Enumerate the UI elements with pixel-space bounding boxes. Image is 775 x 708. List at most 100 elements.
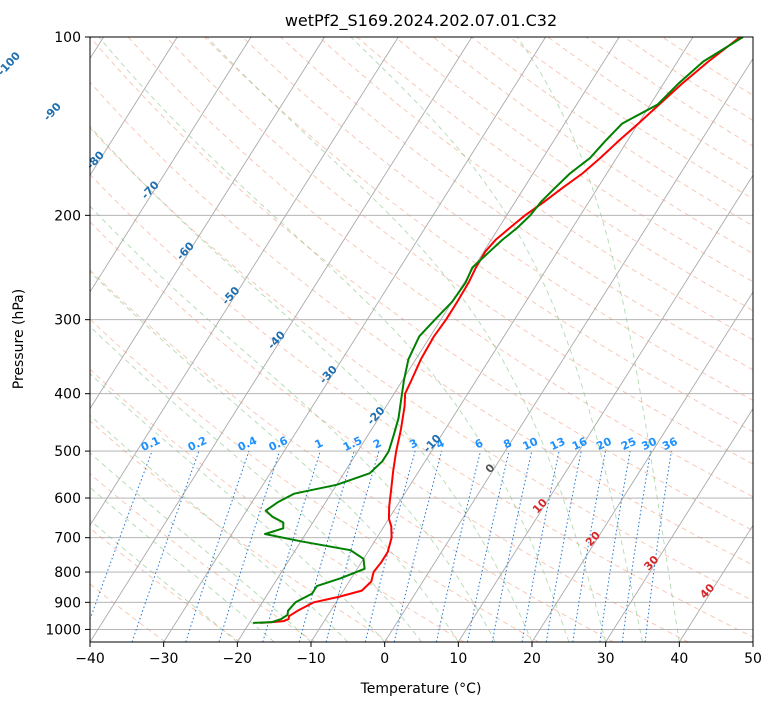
x-tick-label: 50 bbox=[744, 651, 762, 667]
dry-adiabat bbox=[433, 37, 753, 255]
mixing-ratio-label: 2 bbox=[371, 436, 383, 451]
y-tick-label: 800 bbox=[54, 565, 81, 581]
isotherm-label: 0 bbox=[483, 461, 498, 476]
mixing-ratio-line bbox=[521, 450, 560, 642]
isotherm bbox=[678, 524, 753, 642]
isotherm bbox=[384, 57, 753, 642]
mixing-ratio-label: 8 bbox=[501, 436, 513, 451]
dry-adiabat bbox=[585, 37, 753, 147]
y-tick-label: 500 bbox=[54, 444, 81, 460]
isotherm-label: 10 bbox=[530, 496, 550, 516]
x-axis-label: Temperature (°C) bbox=[360, 681, 482, 697]
x-tick-label: 0 bbox=[380, 651, 389, 667]
isotherm bbox=[310, 37, 694, 642]
y-axis-label: Pressure (hPa) bbox=[11, 289, 27, 389]
dry-adiabat bbox=[90, 368, 465, 642]
isotherm bbox=[90, 37, 252, 293]
moist-adiabat bbox=[350, 37, 643, 642]
dry-adiabat bbox=[661, 37, 753, 96]
dry-adiabat bbox=[90, 37, 753, 532]
dry-adiabat bbox=[90, 269, 614, 642]
x-tick-label: −30 bbox=[149, 651, 179, 667]
dry-adiabat bbox=[90, 527, 241, 642]
temperature-line bbox=[260, 37, 741, 624]
mixing-ratio-line bbox=[491, 450, 533, 642]
isotherm-label: -60 bbox=[174, 239, 197, 263]
x-tick-label: −20 bbox=[223, 651, 253, 667]
moist-adiabat bbox=[90, 486, 275, 642]
dry-adiabat bbox=[204, 37, 753, 433]
y-tick-label: 400 bbox=[54, 387, 81, 403]
mixing-ratio-line bbox=[298, 450, 355, 642]
isotherm bbox=[90, 37, 178, 177]
dry-adiabat bbox=[90, 473, 315, 642]
y-tick-label: 200 bbox=[54, 208, 81, 224]
mixing-ratio-line bbox=[621, 451, 652, 642]
x-tick-label: −40 bbox=[75, 651, 105, 667]
dry-adiabat bbox=[90, 420, 390, 642]
series-layer bbox=[253, 37, 744, 624]
moist-adiabat bbox=[90, 452, 312, 642]
dry-adiabat bbox=[90, 81, 753, 566]
moist-adiabat bbox=[90, 325, 422, 642]
moist-adiabat bbox=[90, 373, 386, 642]
chart-title: wetPf2_S169.2024.202.07.01.C32 bbox=[285, 11, 557, 31]
y-tick-label: 900 bbox=[54, 595, 81, 611]
moist-adiabat bbox=[90, 519, 238, 642]
y-tick-label: 1000 bbox=[45, 622, 81, 638]
mixing-ratio-line bbox=[644, 451, 672, 642]
dry-adiabat bbox=[90, 127, 753, 602]
dry-adiabat bbox=[242, 37, 753, 401]
isotherm bbox=[531, 291, 753, 642]
mixing-ratio-line bbox=[435, 450, 481, 642]
background-lines bbox=[90, 37, 753, 642]
dry-adiabat bbox=[394, 37, 753, 283]
moist-adiabat bbox=[90, 125, 533, 642]
isotherm-label: -40 bbox=[265, 328, 288, 352]
x-tick-label: 40 bbox=[670, 651, 688, 667]
dry-adiabat bbox=[90, 173, 753, 638]
isotherm bbox=[90, 37, 325, 410]
isotherm-label: -20 bbox=[365, 404, 388, 428]
moist-adiabat bbox=[516, 37, 680, 642]
mixing-ratio-line bbox=[364, 450, 416, 642]
mixing-ratio-label: 20 bbox=[594, 435, 614, 453]
isotherm-label: -90 bbox=[41, 100, 64, 124]
isotherm bbox=[457, 174, 753, 642]
dry-adiabat bbox=[547, 37, 753, 173]
y-tick-label: 700 bbox=[54, 531, 81, 547]
mixing-ratio-line bbox=[545, 451, 582, 642]
mixing-ratio-line bbox=[599, 451, 631, 642]
moist-adiabat bbox=[98, 37, 570, 642]
mixing-ratio-line bbox=[262, 450, 321, 642]
dry-adiabat bbox=[356, 37, 753, 311]
y-tick-label: 600 bbox=[54, 491, 81, 507]
mixing-ratio-line bbox=[218, 450, 281, 642]
mixing-ratio-label: 10 bbox=[521, 435, 541, 453]
x-tick-label: 10 bbox=[449, 651, 467, 667]
mixing-ratio-label: 30 bbox=[640, 435, 660, 453]
y-tick-label: 100 bbox=[54, 30, 81, 46]
mixing-ratio-label: 6 bbox=[473, 436, 486, 451]
moist-adiabat bbox=[206, 37, 607, 642]
isotherm bbox=[90, 37, 399, 527]
moist-adiabat bbox=[90, 205, 496, 642]
isotherm-label: -50 bbox=[219, 284, 242, 308]
dry-adiabat bbox=[165, 37, 753, 465]
dry-adiabat bbox=[90, 221, 689, 642]
x-tick-label: −10 bbox=[296, 651, 326, 667]
isotherm-label: -30 bbox=[317, 363, 340, 387]
y-axis: 100 200 300 400 500 600 700 800 900 1000 bbox=[45, 30, 90, 638]
isotherm-label: 20 bbox=[583, 529, 603, 549]
dry-adiabat bbox=[127, 37, 753, 498]
isotherm bbox=[90, 37, 473, 642]
moist-adiabat bbox=[90, 414, 349, 642]
mixing-ratio-line bbox=[90, 450, 153, 621]
mixing-ratio-label: 16 bbox=[570, 435, 590, 453]
x-tick-label: 20 bbox=[523, 651, 541, 667]
isotherm-label: 30 bbox=[641, 553, 661, 573]
mixing-ratio-label: 25 bbox=[619, 435, 638, 453]
plot-frame bbox=[89, 36, 754, 643]
x-axis: −40 −30 −20 −10 0 10 20 30 40 50 bbox=[75, 642, 762, 667]
